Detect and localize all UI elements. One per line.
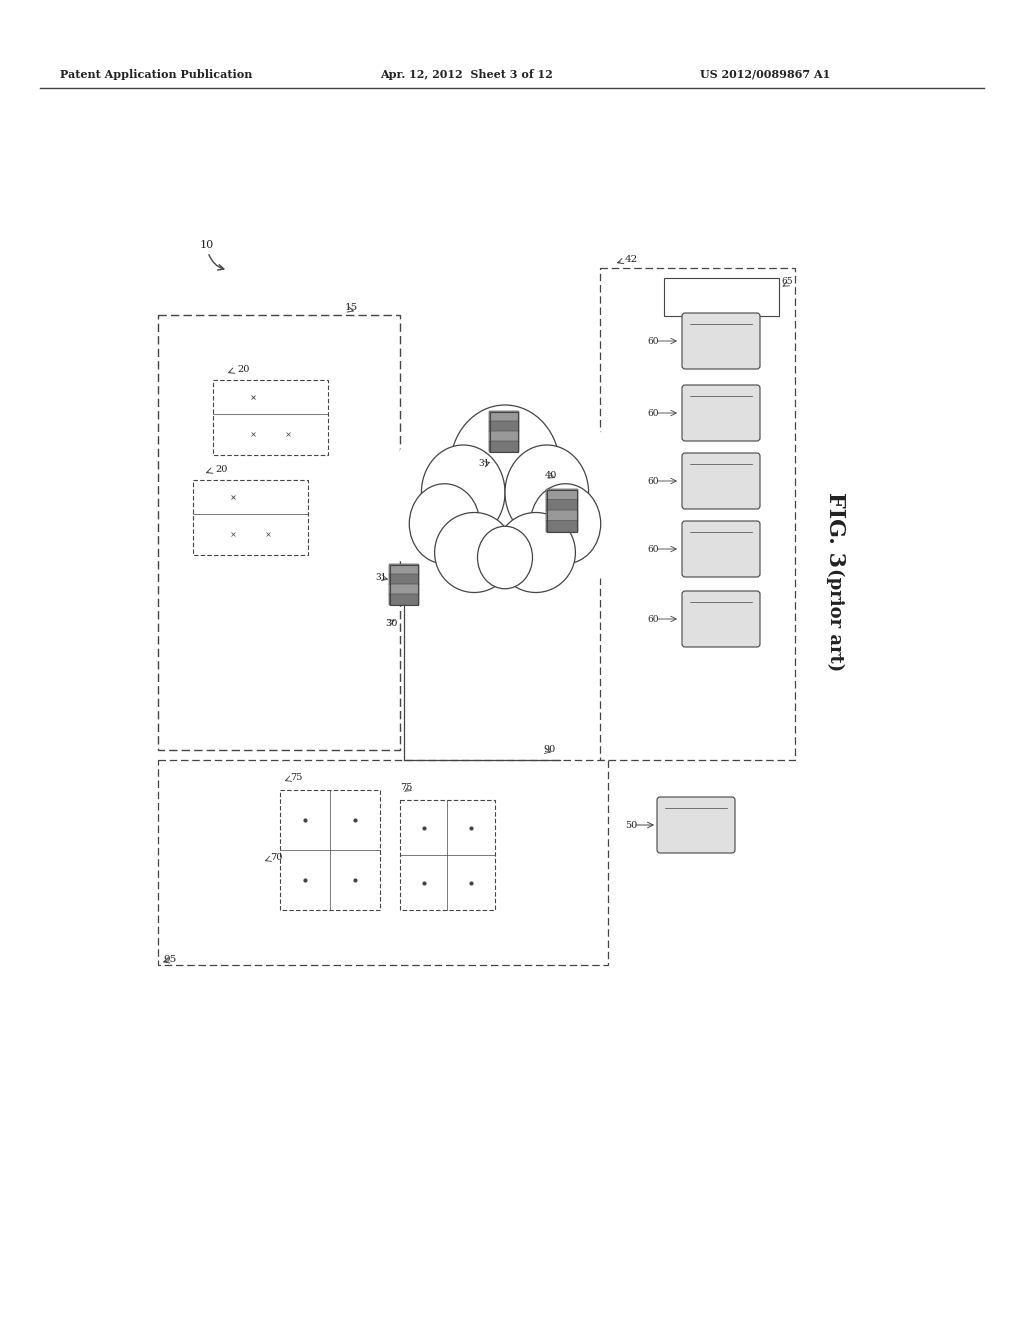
FancyBboxPatch shape [657, 797, 735, 853]
Ellipse shape [410, 483, 479, 564]
Text: 15: 15 [345, 304, 358, 313]
Text: 60: 60 [647, 544, 658, 553]
Bar [390, 565, 418, 605]
Text: 90: 90 [543, 746, 555, 755]
Text: 60: 60 [647, 477, 658, 486]
Bar [280, 789, 380, 909]
Text: 31: 31 [375, 573, 386, 582]
Text: 65: 65 [781, 277, 793, 286]
Text: FIG. 3: FIG. 3 [824, 492, 846, 568]
Text: US 2012/0089867 A1: US 2012/0089867 A1 [700, 69, 830, 79]
FancyBboxPatch shape [682, 453, 760, 510]
Text: (prior art): (prior art) [826, 569, 844, 672]
Bar [193, 480, 308, 554]
Text: 50: 50 [625, 821, 637, 829]
Text: 31: 31 [478, 459, 489, 469]
FancyBboxPatch shape [389, 583, 419, 595]
Text: 75: 75 [290, 774, 302, 783]
Ellipse shape [450, 405, 560, 531]
Text: Apr. 12, 2012  Sheet 3 of 12: Apr. 12, 2012 Sheet 3 of 12 [380, 69, 553, 79]
Bar [490, 412, 518, 451]
FancyBboxPatch shape [546, 510, 578, 521]
Text: Patent Application Publication: Patent Application Publication [60, 69, 252, 79]
Ellipse shape [422, 445, 505, 540]
Ellipse shape [497, 512, 575, 593]
FancyBboxPatch shape [546, 499, 578, 511]
Text: 70: 70 [270, 854, 283, 862]
FancyBboxPatch shape [489, 411, 519, 422]
FancyBboxPatch shape [682, 385, 760, 441]
Bar [400, 800, 495, 909]
FancyBboxPatch shape [389, 564, 419, 576]
Text: 20: 20 [237, 366, 250, 375]
Ellipse shape [389, 374, 621, 636]
FancyBboxPatch shape [682, 521, 760, 577]
Bar [158, 315, 400, 750]
Ellipse shape [530, 483, 601, 564]
Ellipse shape [434, 512, 514, 593]
FancyBboxPatch shape [389, 594, 419, 605]
FancyBboxPatch shape [546, 520, 578, 532]
Text: 75: 75 [400, 784, 413, 792]
FancyBboxPatch shape [389, 574, 419, 585]
FancyBboxPatch shape [546, 488, 578, 500]
Text: 95: 95 [163, 956, 176, 965]
FancyBboxPatch shape [489, 421, 519, 432]
Bar [158, 760, 608, 965]
Text: 42: 42 [625, 256, 638, 264]
Text: 20: 20 [215, 466, 227, 474]
Text: 40: 40 [545, 470, 557, 479]
Bar [213, 380, 328, 455]
Text: 60: 60 [647, 615, 658, 623]
FancyBboxPatch shape [682, 591, 760, 647]
FancyBboxPatch shape [682, 313, 760, 370]
FancyBboxPatch shape [489, 432, 519, 442]
FancyBboxPatch shape [489, 441, 519, 453]
Bar [600, 268, 795, 760]
Bar [547, 490, 577, 532]
Ellipse shape [477, 527, 532, 589]
Text: 10: 10 [200, 240, 214, 249]
Bar [664, 279, 779, 315]
Ellipse shape [505, 445, 589, 540]
Text: 60: 60 [647, 337, 658, 346]
Text: 60: 60 [647, 408, 658, 417]
Text: 30: 30 [385, 619, 397, 627]
